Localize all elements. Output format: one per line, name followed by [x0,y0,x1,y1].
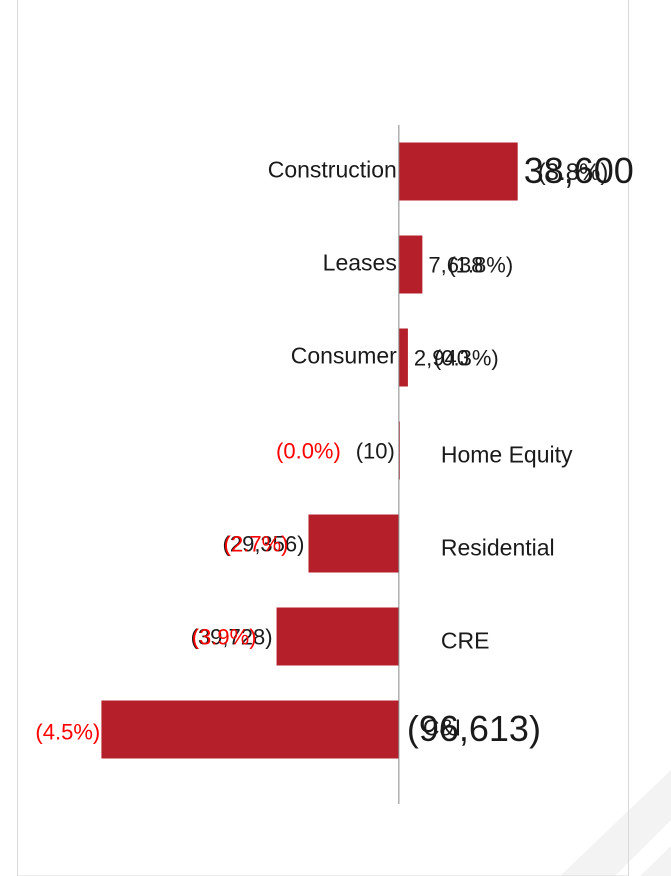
value-label: (10) [356,438,395,463]
bar [101,700,399,759]
value-label: (39,728) [191,624,273,649]
value-label: (29,356) [223,531,305,556]
percent-label: (3.8%) [538,159,609,186]
bar [308,514,399,573]
bar [398,328,408,387]
category-label: Consumer [291,343,397,369]
category-label: Home Equity [441,442,573,468]
category-label: CRE [441,628,490,654]
background-stripe [640,846,671,876]
panel-border [17,0,629,876]
background-stripe [560,770,671,876]
value-label: (96,613) [407,708,541,749]
percent-label: (4.5%) [35,719,100,744]
percent-label: (0.0%) [276,438,341,463]
bar [398,235,423,294]
percent-label: (1.8%) [448,252,513,277]
category-label: Leases [323,250,397,276]
category-label: Construction [268,157,397,183]
bar [398,142,518,201]
percent-label: (3.9%) [192,624,257,649]
value-label: 7,638 [428,252,483,277]
percent-label: (0.3%) [434,345,499,370]
category-label: C&I [423,715,461,741]
bar [276,607,399,666]
category-label: Residential [441,535,555,561]
percent-label: (2.7%) [224,531,289,556]
value-label: 38,600 [524,150,634,191]
value-label: 2,940 [414,345,469,370]
